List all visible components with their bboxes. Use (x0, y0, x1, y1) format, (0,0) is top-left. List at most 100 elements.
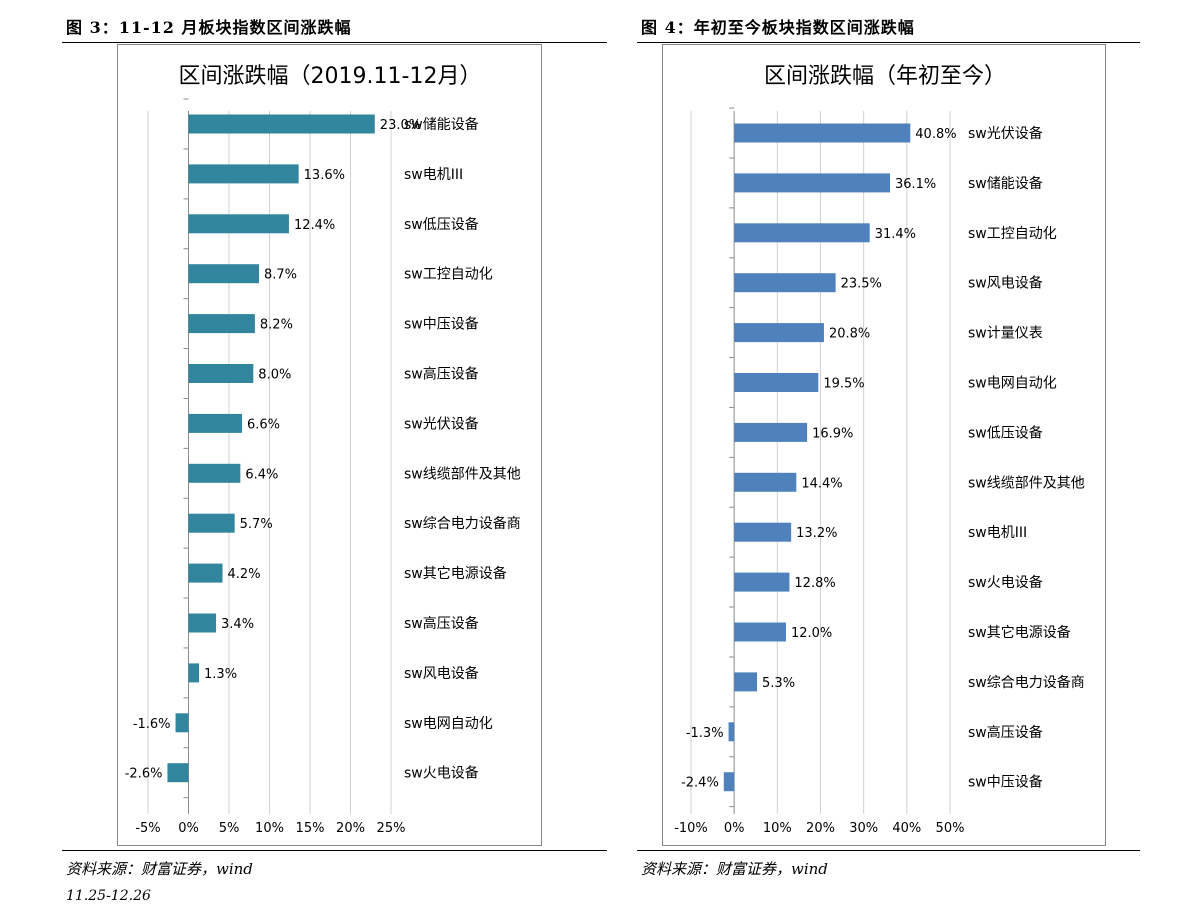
category-label: sw中压设备 (968, 774, 1043, 791)
bar (189, 164, 299, 183)
bar (189, 264, 259, 283)
data-label: 23.5% (841, 277, 882, 292)
data-label: 8.2% (260, 318, 293, 333)
category-label: sw工控自动化 (968, 226, 1057, 242)
data-label: 5.3% (762, 676, 795, 691)
category-label: sw综合电力设备商 (404, 515, 521, 532)
bar (189, 314, 255, 333)
x-tick-label: 20% (806, 821, 835, 836)
caption-rule-left (62, 42, 607, 43)
category-label: sw高压设备 (404, 615, 479, 632)
bar (734, 623, 786, 642)
category-label: sw低压设备 (968, 424, 1043, 441)
x-tick-label: 10% (255, 821, 284, 836)
data-label: 14.4% (801, 476, 842, 491)
data-label: -1.3% (686, 726, 724, 741)
category-label: sw光伏设备 (404, 415, 479, 432)
category-label: sw低压设备 (404, 216, 479, 233)
chart-right-svg: 区间涨跌幅（年初至今） -10% 0% 10% 20% 30% 40% 50% 40.8% sw光… (663, 45, 1107, 847)
x-tick-label: 25% (377, 821, 406, 836)
x-tick-label: -10% (674, 821, 708, 836)
bar (189, 614, 217, 633)
chart-title: 区间涨跌幅（年初至今） (764, 64, 1006, 89)
category-label: sw电网自动化 (404, 716, 493, 732)
data-label: -2.4% (681, 776, 719, 791)
data-label: 6.4% (245, 467, 278, 482)
source-note-right: 资料来源：财富证券，wind (641, 858, 828, 879)
data-label: 3.4% (221, 617, 254, 632)
bar (189, 514, 235, 533)
bar (734, 273, 835, 292)
data-label: 19.5% (823, 377, 864, 392)
chart-panel-left: 区间涨跌幅（2019.11-12月） -5% 0% 5% 10% 15% 20% 25% 23.… (117, 44, 542, 846)
x-tick-label: 5% (219, 821, 240, 836)
category-label: sw风电设备 (404, 665, 479, 682)
data-label: 5.7% (240, 517, 273, 532)
data-label: 6.6% (247, 417, 280, 432)
data-label: 31.4% (875, 227, 916, 242)
bar (734, 223, 870, 242)
chart-title: 区间涨跌幅（2019.11-12月） (179, 64, 482, 89)
chart-left-svg: 区间涨跌幅（2019.11-12月） -5% 0% 5% 10% 15% 20% 25% 23.… (118, 45, 543, 847)
x-tick-label: 0% (724, 821, 745, 836)
category-label: sw高压设备 (404, 366, 479, 383)
data-label: 20.8% (829, 327, 870, 342)
category-label: sw线缆部件及其他 (968, 475, 1085, 491)
category-label: sw储能设备 (404, 116, 479, 133)
category-label: sw电机III (404, 167, 463, 183)
category-label: sw其它电源设备 (404, 565, 507, 582)
bar (734, 573, 789, 592)
figure-caption-right: 图 4：年初至今板块指数区间涨跌幅 (641, 14, 915, 38)
data-label: 16.9% (812, 426, 853, 441)
bar (734, 373, 818, 392)
data-label: 8.7% (264, 268, 297, 283)
data-label: 12.4% (294, 218, 335, 233)
bar (189, 663, 200, 682)
x-tick-label: 15% (296, 821, 325, 836)
category-label: sw高压设备 (968, 724, 1043, 741)
bar (189, 564, 223, 583)
data-label: 8.0% (258, 368, 291, 383)
category-label: sw线缆部件及其他 (404, 466, 521, 482)
bar (176, 713, 189, 732)
data-label: 36.1% (895, 177, 936, 192)
bar (189, 214, 289, 233)
data-label: -1.6% (133, 717, 171, 732)
x-tick-label: -5% (135, 821, 160, 836)
bar (189, 464, 241, 483)
source-rule-left (62, 850, 607, 851)
data-label: 40.8% (915, 127, 956, 142)
category-label: sw电网自动化 (968, 376, 1057, 392)
data-label: -2.6% (125, 767, 163, 782)
footer-fragment: 11.25-12.26 (66, 888, 151, 904)
source-note-left: 资料来源：财富证券，wind (66, 858, 253, 879)
data-label: 12.0% (791, 626, 832, 641)
bar (734, 473, 796, 492)
x-tick-label: 0% (178, 821, 199, 836)
bar (734, 173, 890, 192)
data-label: 1.3% (204, 667, 237, 682)
category-label: sw中压设备 (404, 316, 479, 333)
category-label: sw风电设备 (968, 275, 1043, 292)
category-label: sw储能设备 (968, 175, 1043, 192)
category-label: sw电机III (968, 525, 1027, 541)
x-tick-label: 10% (763, 821, 792, 836)
bar (734, 323, 824, 342)
bar (167, 763, 188, 782)
category-label: sw光伏设备 (968, 125, 1043, 142)
bar (189, 414, 242, 433)
x-tick-label: 40% (892, 821, 921, 836)
bar (734, 423, 807, 442)
source-rule-right (637, 850, 1140, 851)
data-label: 12.8% (794, 576, 835, 591)
category-label: sw其它电源设备 (968, 624, 1071, 641)
figure-caption-left: 图 3：11-12 月板块指数区间涨跌幅 (66, 14, 351, 38)
x-tick-label: 20% (336, 821, 365, 836)
data-label: 13.2% (796, 526, 837, 541)
category-label: sw火电设备 (968, 574, 1043, 591)
category-label: sw工控自动化 (404, 267, 493, 283)
chart-panel-right: 区间涨跌幅（年初至今） -10% 0% 10% 20% 30% 40% 50% 40.8% sw光… (662, 44, 1106, 846)
bar (189, 115, 375, 134)
data-label: 4.2% (228, 567, 261, 582)
bar (189, 364, 254, 383)
